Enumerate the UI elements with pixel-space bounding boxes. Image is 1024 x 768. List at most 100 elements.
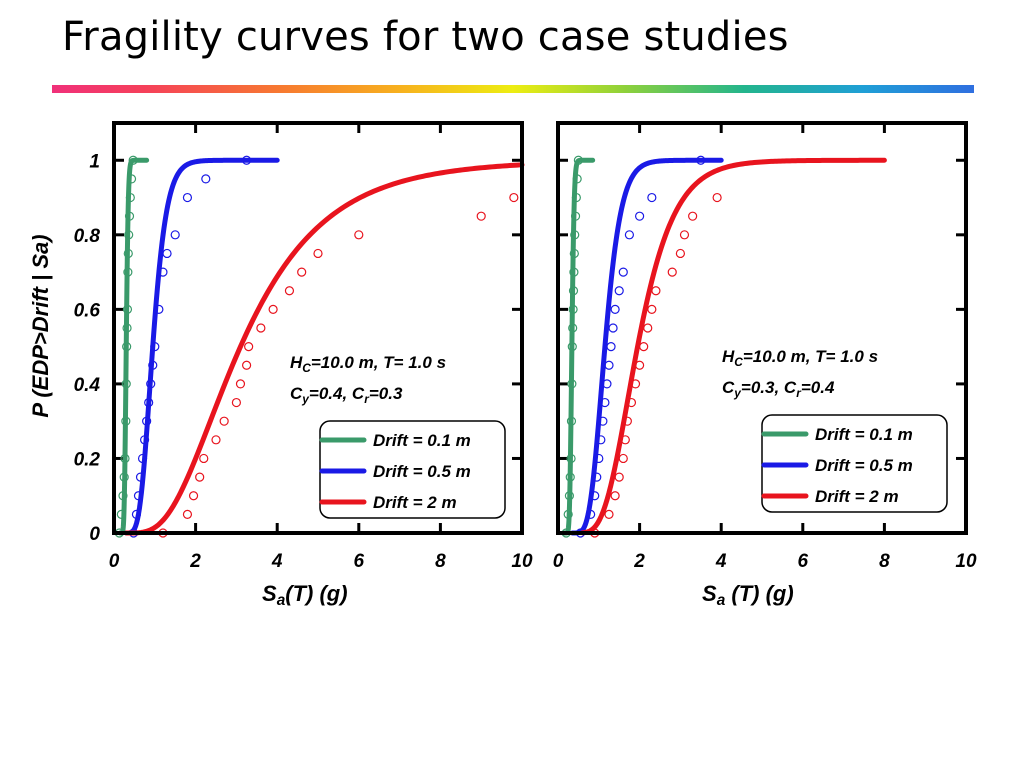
observed-point	[122, 323, 132, 333]
x-axis-label-part: a	[717, 592, 726, 609]
slide-title: Fragility curves for two case studies	[62, 14, 789, 60]
observed-point	[256, 323, 266, 333]
legend-label: Drift = 0.5 m	[373, 462, 471, 481]
observed-point	[688, 211, 698, 221]
observed-point	[563, 509, 573, 519]
x-tick-label: 0	[109, 551, 120, 572]
legend-label: Drift = 2 m	[373, 493, 457, 512]
observed-point	[170, 230, 180, 240]
observed-point	[154, 304, 164, 314]
observed-point	[567, 342, 577, 352]
observed-point	[643, 323, 653, 333]
observed-point	[626, 397, 637, 408]
fit-curve-2	[569, 157, 724, 536]
observed-point	[604, 509, 614, 519]
params-annotation-line2-part: =0.4	[801, 378, 835, 397]
observed-point	[592, 472, 602, 482]
observed-point	[598, 416, 608, 426]
observed-point	[573, 155, 584, 165]
legend-label: Drift = 2 m	[815, 487, 899, 506]
x-axis-label-part: (T) (g)	[725, 581, 793, 606]
x-tick-label: 4	[715, 551, 727, 572]
observed-point	[476, 211, 486, 221]
observed-point	[647, 304, 657, 314]
params-annotation-line2-part: y	[733, 386, 742, 400]
params-annotation-line2-part: =0.3, C	[741, 378, 797, 397]
y-tick-label: 0.2	[74, 449, 101, 470]
observed-point	[566, 416, 577, 426]
observed-point	[131, 509, 142, 519]
x-axis-label-part: a	[277, 592, 286, 609]
x-axis-label-part: S	[262, 581, 277, 606]
observed-point	[268, 304, 278, 314]
params-annotation-line2: Cy=0.4, Cr=0.3	[290, 384, 403, 406]
observed-point	[570, 230, 580, 240]
observed-point	[120, 453, 130, 464]
observed-point	[675, 248, 686, 259]
observed-point	[211, 435, 221, 445]
legend: Drift = 0.1 m Drift = 0.5 m Drift = 2 m	[761, 414, 948, 513]
params-annotation-line2-part: y	[301, 392, 310, 406]
x-axis-label: Sa (T) (g)	[702, 581, 794, 609]
params-annotation-line2-part: =0.3	[369, 384, 403, 403]
observed-point	[618, 267, 628, 277]
observed-point	[618, 453, 628, 464]
observed-point	[128, 155, 138, 165]
observed-point	[122, 304, 133, 314]
legend-label: Drift = 0.1 m	[373, 431, 471, 450]
observed-point	[667, 267, 677, 277]
observed-point	[235, 379, 246, 389]
observed-point	[242, 360, 252, 370]
params-annotation-line2-part: C	[290, 384, 303, 403]
observed-point	[571, 192, 581, 203]
observed-point	[122, 342, 132, 352]
observed-point	[634, 211, 645, 221]
observed-point	[116, 509, 126, 519]
x-tick-label: 10	[511, 551, 533, 572]
observed-point	[297, 267, 307, 277]
fit-curve-3	[579, 157, 887, 536]
observed-point	[586, 509, 596, 519]
observed-point	[137, 453, 148, 464]
observed-point	[142, 416, 152, 426]
observed-point	[119, 472, 129, 482]
x-tick-label: 0	[553, 551, 564, 572]
observed-point	[199, 453, 209, 464]
x-tick-label: 8	[879, 551, 890, 572]
observed-point	[651, 286, 661, 296]
observed-point	[219, 416, 229, 426]
observed-point	[604, 360, 614, 370]
observed-point	[124, 230, 134, 240]
observed-point	[284, 286, 295, 296]
params-annotation-line1-part: H	[722, 347, 735, 366]
observed-point	[565, 472, 575, 482]
observed-point	[606, 342, 616, 352]
observed-point	[596, 435, 606, 445]
x-tick-label: 6	[798, 551, 809, 572]
observed-point	[133, 491, 144, 501]
observed-point	[201, 174, 211, 184]
params-annotation-line2-part: r	[796, 386, 802, 400]
observed-point	[125, 192, 135, 203]
params-annotation-line2-part: C	[722, 378, 735, 397]
legend-label: Drift = 0.5 m	[815, 456, 913, 475]
observed-point	[144, 397, 154, 408]
observed-point	[121, 379, 131, 389]
observed-point	[148, 360, 158, 370]
observed-point	[158, 267, 168, 277]
x-tick-label: 8	[435, 551, 446, 572]
params-annotation-line1: HC=10.0 m, T= 1.0 s	[722, 347, 878, 369]
legend-label: Drift = 0.1 m	[815, 425, 913, 444]
observed-point	[126, 174, 137, 184]
legend: Drift = 0.1 m Drift = 0.5 m Drift = 2 m	[319, 420, 506, 519]
observed-point	[568, 286, 579, 296]
y-tick-label: 0.4	[74, 375, 101, 396]
observed-point	[696, 155, 706, 165]
observed-point	[354, 230, 364, 240]
observed-point	[567, 379, 577, 389]
observed-point	[566, 453, 576, 464]
x-axis-label-part: S	[702, 581, 717, 606]
x-tick-label: 4	[271, 551, 283, 572]
observed-point	[679, 230, 690, 240]
observed-point	[614, 472, 624, 482]
